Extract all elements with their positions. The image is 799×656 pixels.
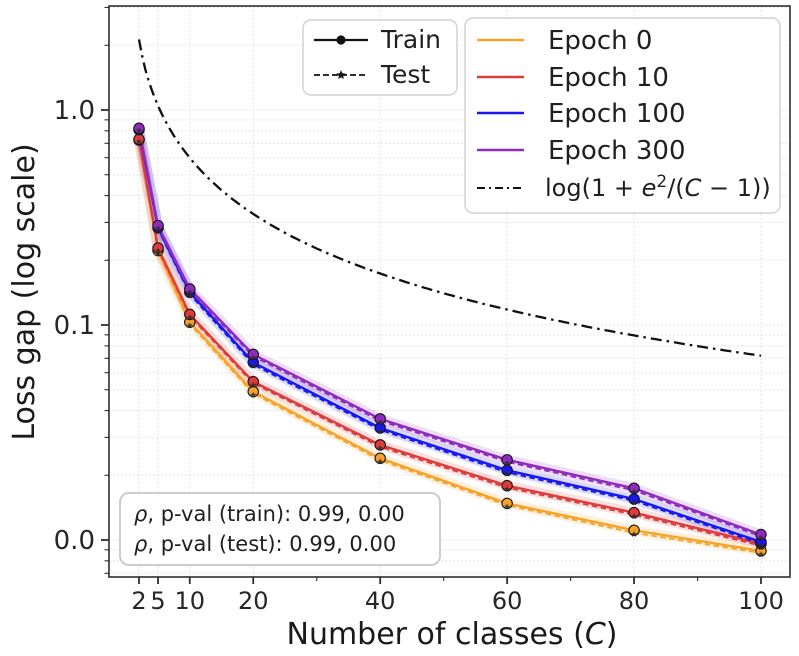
y-tick-label: 1.0 (54, 96, 95, 126)
test-marker-epoch-300 (503, 459, 511, 467)
train-line-epoch-10 (137, 139, 762, 545)
axis-ticks: 2 5 10 20 40 60 80 100 1.0 0.1 0.0 (54, 6, 784, 615)
test-marker-epoch-0 (503, 503, 511, 510)
annotation-box (119, 492, 441, 566)
legend-epoch-0-label: Epoch 0 (548, 26, 652, 56)
reference-curve (137, 39, 762, 357)
train-line-epoch-300 (137, 128, 762, 536)
test-line-epoch-10 (138, 140, 762, 547)
x-tick-label: 20 (238, 587, 269, 615)
test-marker-epoch-0 (377, 458, 384, 465)
legend-epoch-100-label: Epoch 100 (548, 99, 686, 129)
test-marker-epoch-100 (503, 470, 511, 477)
x-axis-label: Number of classes (C) (287, 617, 618, 652)
test-marker-epoch-10 (377, 445, 384, 452)
correlation-annotation: ρ, p-val (train): 0.99, 0.00 ρ, p-val (t… (119, 492, 441, 566)
test-marker-epoch-100 (250, 362, 257, 369)
legend-epochs: Epoch 0 Epoch 10 Epoch 100 Epoch 300 log… (464, 17, 781, 214)
plot-frame (108, 5, 791, 578)
test-marker-epoch-0 (757, 551, 765, 558)
legend-test-label: Test (380, 60, 430, 89)
test-marker-epoch-100 (630, 499, 638, 506)
y-tick-label: 0.0 (54, 526, 95, 556)
test-marker-epoch-300 (135, 127, 143, 134)
test-marker-epoch-300 (377, 419, 384, 426)
reference-curve-layer (137, 39, 762, 357)
test-marker-epoch-0 (250, 391, 257, 398)
test-marker-epoch-300 (250, 354, 257, 361)
test-marker-epoch-10 (154, 247, 162, 254)
test-marker-epoch-10 (503, 485, 511, 492)
test-marker-epoch-10 (250, 381, 257, 388)
test-marker-epoch-300 (154, 225, 162, 232)
legend-reference-label: log(1 + e2/(C − 1)) (545, 172, 771, 202)
test-marker-epoch-300 (186, 289, 193, 296)
annotation-test-line: ρ, p-val (test): 0.99, 0.00 (134, 532, 396, 556)
test-marker-epoch-100 (186, 292, 193, 299)
x-tick-label: 100 (738, 587, 784, 615)
test-marker-epoch-100 (377, 428, 384, 435)
x-tick-label: 40 (365, 587, 396, 615)
legend-epochs-box (464, 17, 781, 214)
test-swatch-marker (336, 70, 346, 79)
test-marker-epoch-300 (630, 488, 638, 495)
test-marker-epoch-10 (630, 512, 638, 519)
legend-train-test: Train Test (302, 19, 458, 96)
x-tick-label: 2 (131, 587, 146, 615)
x-tick-label: 5 (150, 587, 165, 615)
x-tick-label: 80 (619, 587, 650, 615)
legend-train-label: Train (380, 25, 441, 54)
test-marker-epoch-100 (757, 541, 765, 549)
y-axis-label: Loss gap (log scale) (7, 143, 42, 440)
test-marker-epoch-300 (757, 534, 765, 541)
x-tick-label: 10 (175, 587, 206, 615)
train-line-epoch-0 (137, 139, 762, 553)
test-marker-epoch-0 (186, 322, 193, 329)
test-marker-epoch-10 (186, 314, 193, 321)
annotation-train-line: ρ, p-val (train): 0.99, 0.00 (134, 502, 405, 526)
test-marker-epoch-10 (135, 138, 143, 145)
x-tick-label: 60 (492, 587, 523, 615)
series-lines (137, 128, 762, 554)
series-markers (133, 122, 767, 558)
legend-epoch-10-label: Epoch 10 (548, 63, 669, 93)
test-marker-epoch-0 (630, 530, 638, 538)
y-tick-label: 0.1 (54, 311, 95, 341)
legend-epoch-300-label: Epoch 300 (548, 136, 686, 166)
train-swatch-marker (336, 35, 346, 45)
